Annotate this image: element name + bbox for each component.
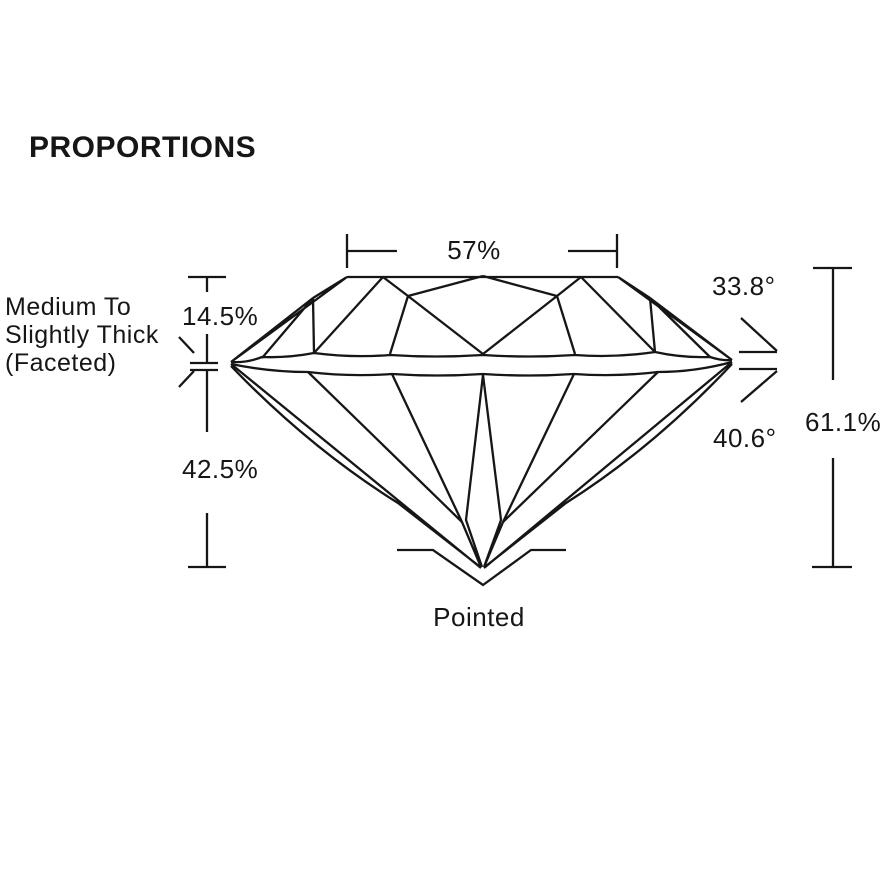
- total-depth-dimension: [812, 266, 852, 569]
- pavilion-depth-dimension: [188, 368, 226, 569]
- girdle-leader-marks: [178, 336, 195, 388]
- culet-label: Pointed: [433, 602, 525, 632]
- pavilion-depth-label: 42.5%: [182, 454, 258, 484]
- table-width-dimension: [345, 234, 619, 268]
- crown-height-label: 14.5%: [182, 301, 258, 331]
- diagram-lines: [178, 234, 852, 587]
- table-width-label: 57%: [447, 235, 501, 265]
- diagram-labels: 57% 14.5% Medium To Slightly Thick (Face…: [5, 235, 881, 632]
- girdle-label-line-2: Slightly Thick: [5, 321, 159, 349]
- crown-angle-mark: [739, 317, 778, 354]
- culet-bracket: [397, 548, 566, 587]
- pavilion-angle-label: 40.6°: [713, 423, 777, 453]
- diamond-crown-outline-and-facets: [230, 274, 733, 363]
- crown-height-dimension: [188, 275, 226, 365]
- pavilion-angle-mark: [739, 367, 778, 403]
- page-title: PROPORTIONS: [29, 131, 257, 164]
- total-depth-label: 61.1%: [805, 407, 881, 437]
- girdle-label-line-3: (Faceted): [5, 349, 116, 377]
- diamond-pavilion-facets: [230, 361, 733, 569]
- girdle-label-line-1: Medium To: [5, 293, 131, 321]
- crown-angle-label: 33.8°: [712, 271, 776, 301]
